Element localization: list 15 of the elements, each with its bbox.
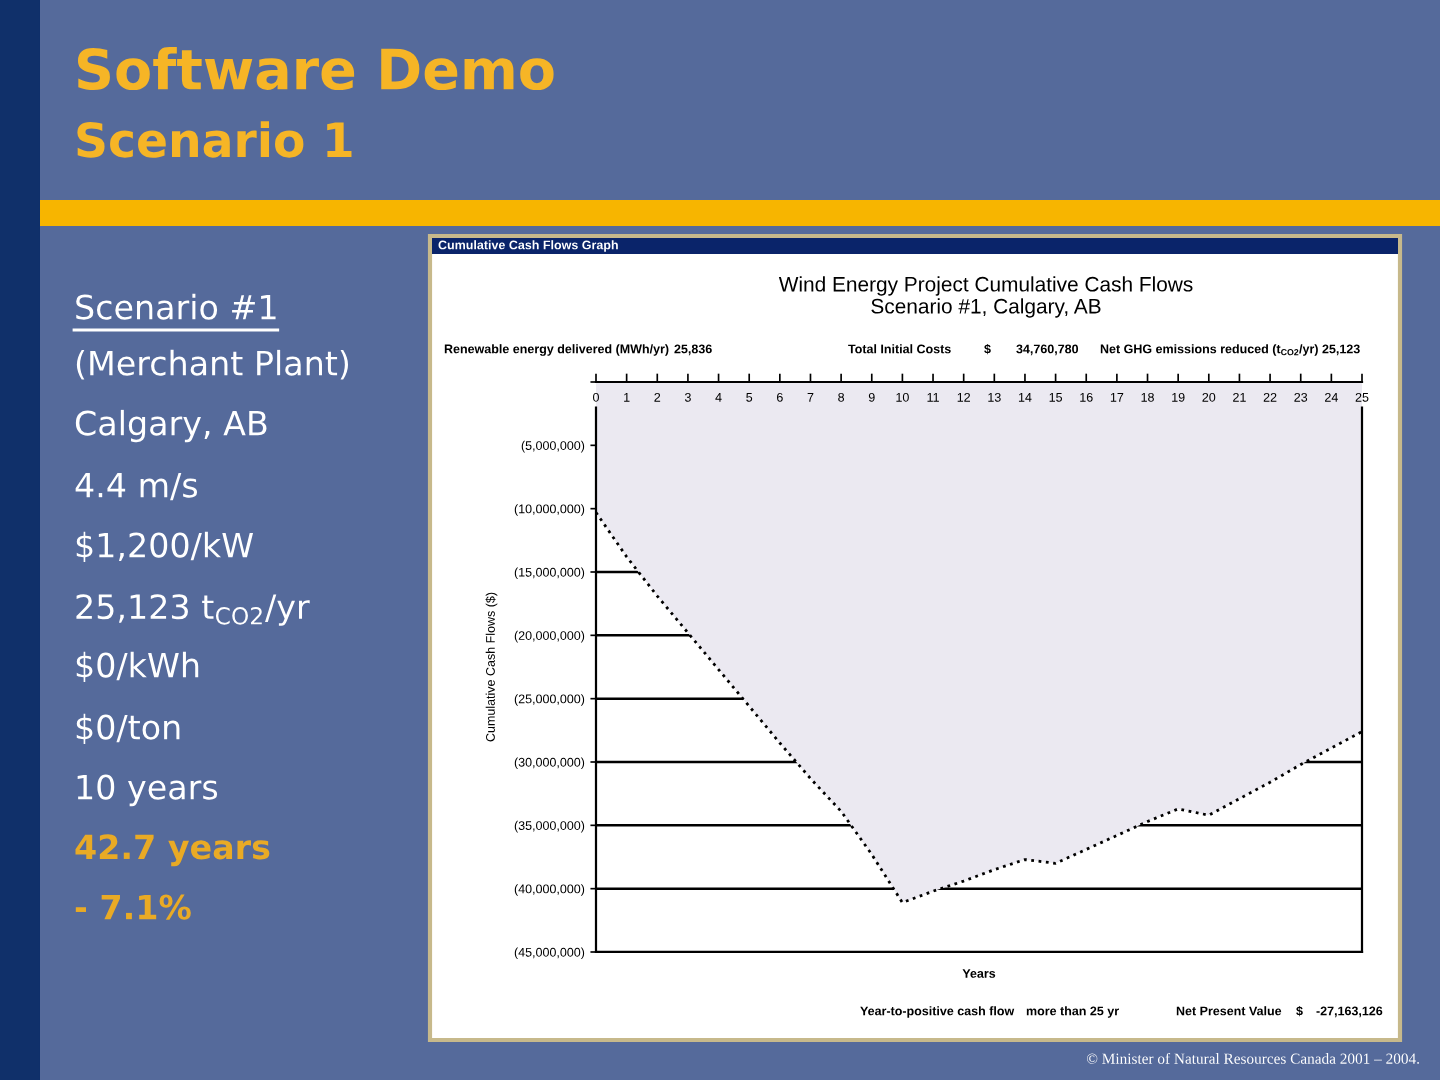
text: Calgary, AB	[75, 409, 267, 443]
text: Scenario 1	[77, 121, 352, 158]
chart-subtitle: Scenario #1, Calgary, AB	[871, 298, 1101, 318]
text: Scenario #1	[76, 293, 276, 320]
text: 25,123 t$_{CO2}$/yr	[76, 594, 310, 626]
text: $0/kWh	[76, 651, 199, 683]
text: $1,200/kW	[76, 531, 254, 563]
text: 4.4 m/s	[75, 472, 198, 501]
text: Software Demo	[77, 47, 554, 91]
text: 42.7 years	[75, 834, 270, 867]
text: - 7.1%	[75, 894, 191, 920]
chart-title: Wind Energy Project Cumulative Cash Flows	[778, 276, 1193, 296]
text: $0/ton	[76, 713, 180, 745]
text: (Merchant Plant)	[76, 349, 349, 380]
text: 10 years	[77, 774, 218, 807]
